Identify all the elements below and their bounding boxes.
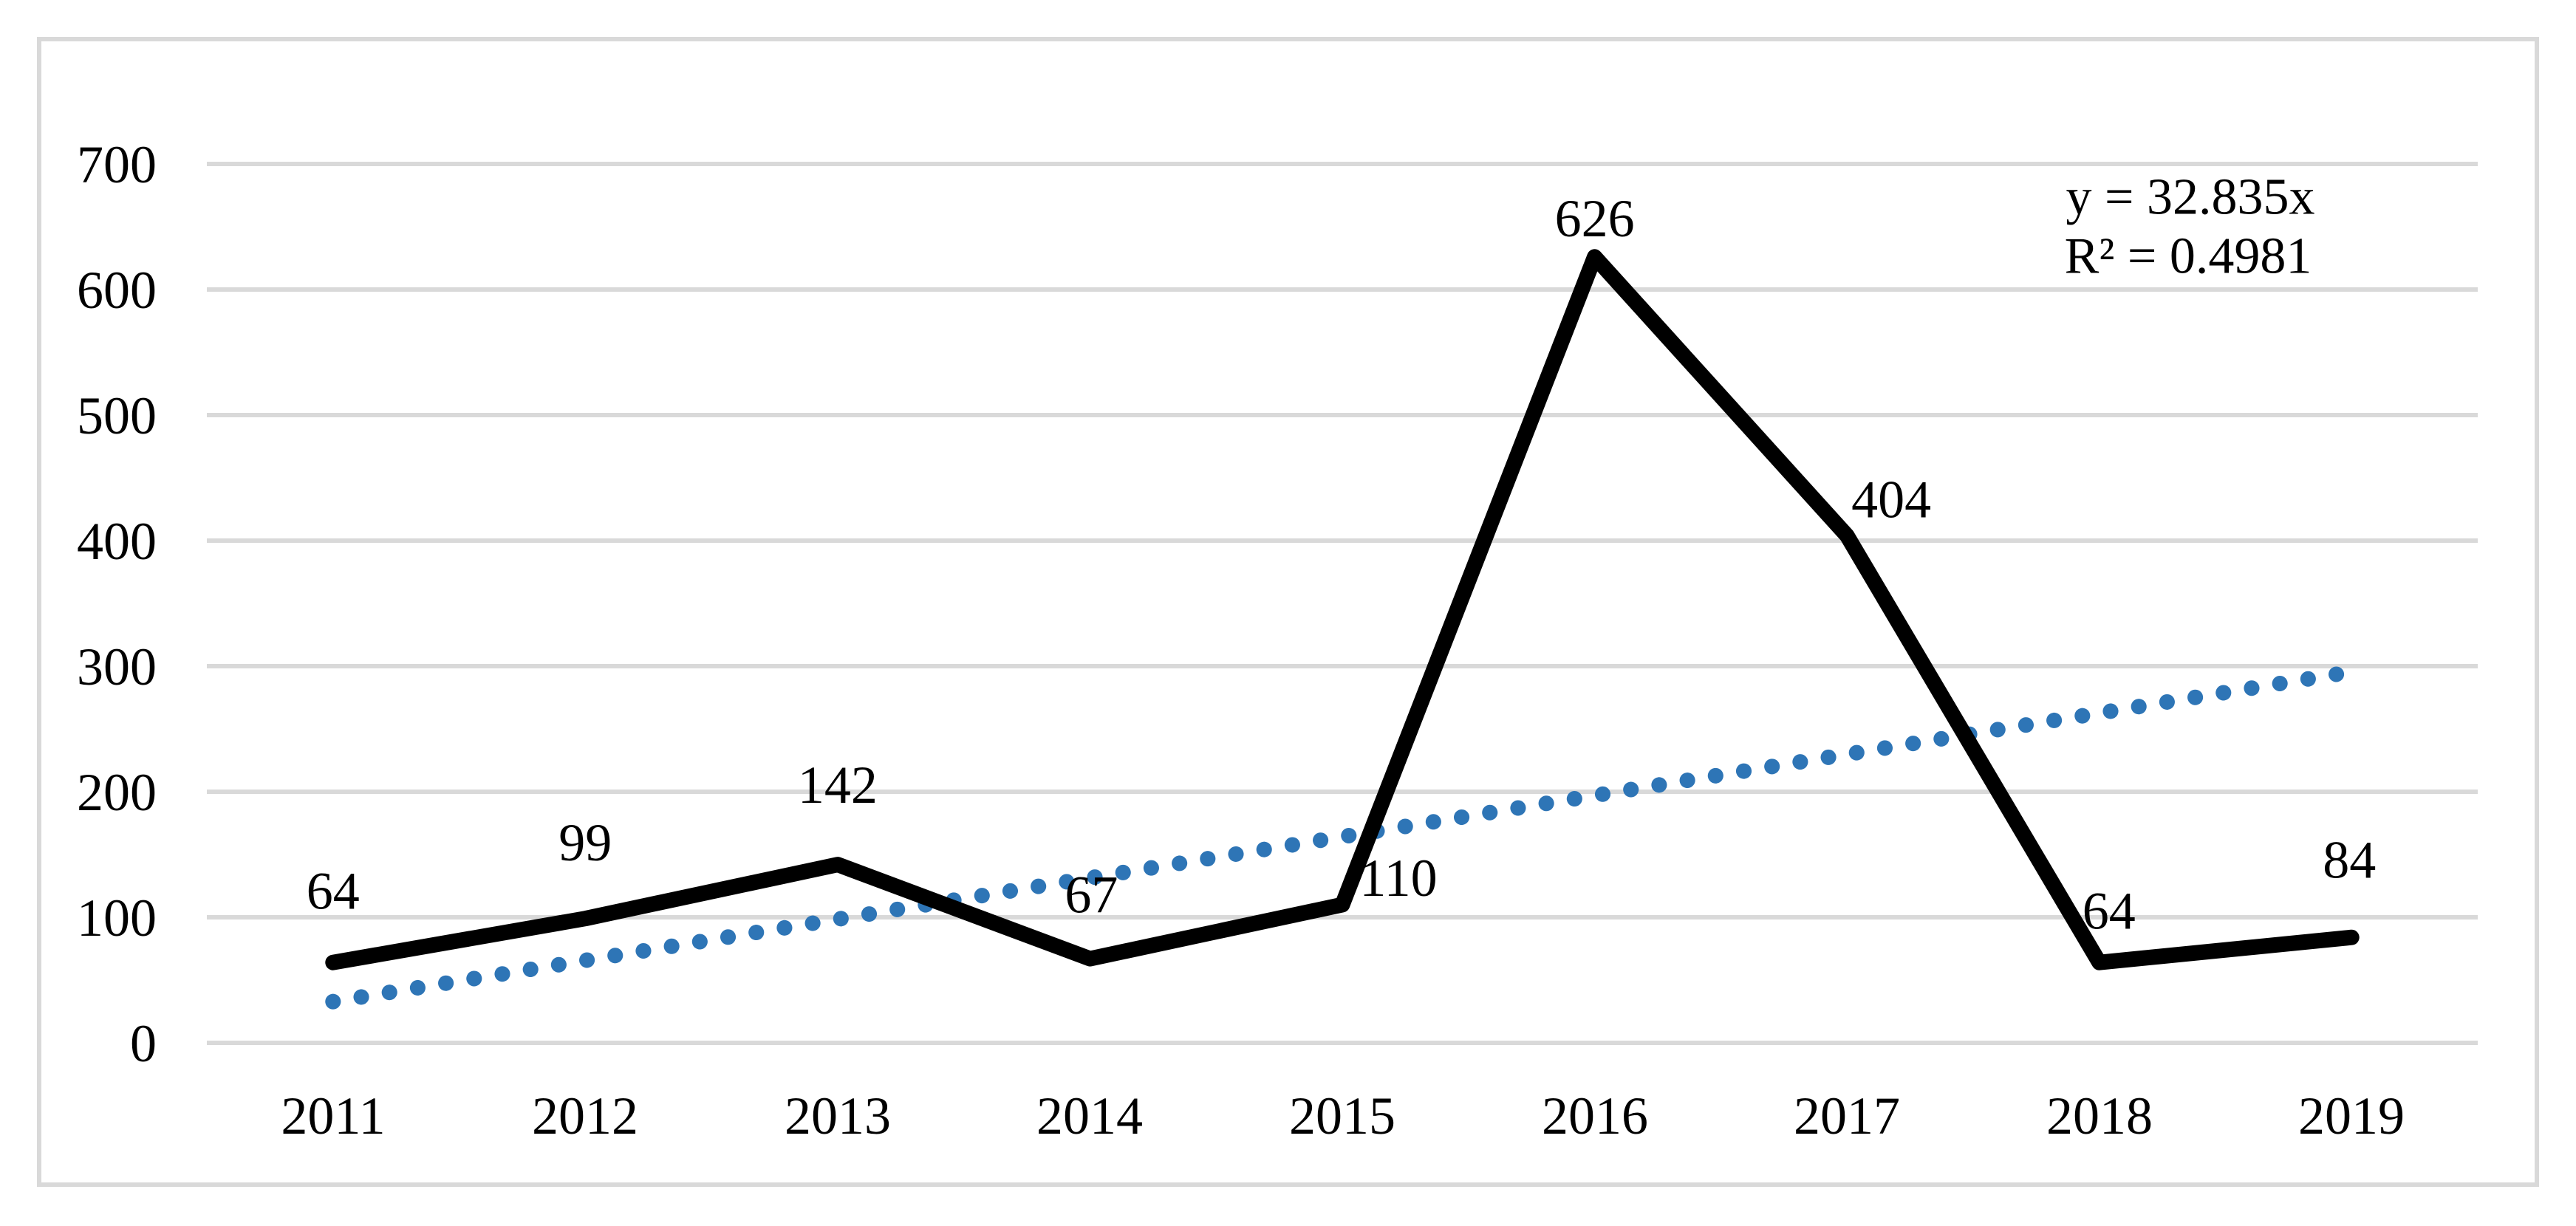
data-label-2014: 67 <box>1065 865 1118 924</box>
y-tick-400: 400 <box>77 512 157 571</box>
data-label-2017: 404 <box>1851 470 1931 529</box>
y-tick-300: 300 <box>77 637 157 696</box>
y-tick-500: 500 <box>77 386 157 445</box>
r-squared-text: R² = 0.4981 <box>2065 228 2312 285</box>
x-axis: 2011 2012 2013 2014 2015 2016 2017 2018 … <box>281 1086 2405 1145</box>
x-label-2017: 2017 <box>1794 1086 1900 1145</box>
x-label-2019: 2019 <box>2298 1086 2405 1145</box>
trendline-annotation: y = 32.835x R² = 0.4981 <box>2065 169 2315 285</box>
y-tick-700: 700 <box>77 135 157 194</box>
data-label-2013: 142 <box>798 756 878 815</box>
x-label-2012: 2012 <box>532 1086 638 1145</box>
data-label-2012: 99 <box>558 813 612 872</box>
data-label-2015: 110 <box>1359 849 1437 908</box>
gridlines <box>207 162 2478 1045</box>
y-tick-0: 0 <box>130 1014 157 1073</box>
data-series-line <box>325 249 2360 970</box>
x-label-2011: 2011 <box>281 1086 385 1145</box>
y-tick-600: 600 <box>77 261 157 320</box>
data-label-2019: 84 <box>2323 830 2376 889</box>
x-label-2018: 2018 <box>2046 1086 2153 1145</box>
x-label-2016: 2016 <box>1542 1086 1648 1145</box>
y-tick-200: 200 <box>77 763 157 822</box>
x-label-2015: 2015 <box>1289 1086 1395 1145</box>
x-label-2013: 2013 <box>785 1086 891 1145</box>
data-label-2016: 626 <box>1555 189 1635 248</box>
trendline-dotted <box>325 664 2360 1010</box>
y-axis: 700 600 500 400 300 200 100 0 <box>77 135 157 1073</box>
data-labels: 64 99 142 67 110 626 404 64 84 <box>307 189 2376 940</box>
y-tick-100: 100 <box>77 888 157 948</box>
chart-frame <box>37 37 2539 1187</box>
data-label-2011: 64 <box>307 861 360 920</box>
x-label-2014: 2014 <box>1036 1086 1143 1145</box>
data-label-2018: 64 <box>2083 881 2136 940</box>
equation-text: y = 32.835x <box>2066 169 2315 226</box>
